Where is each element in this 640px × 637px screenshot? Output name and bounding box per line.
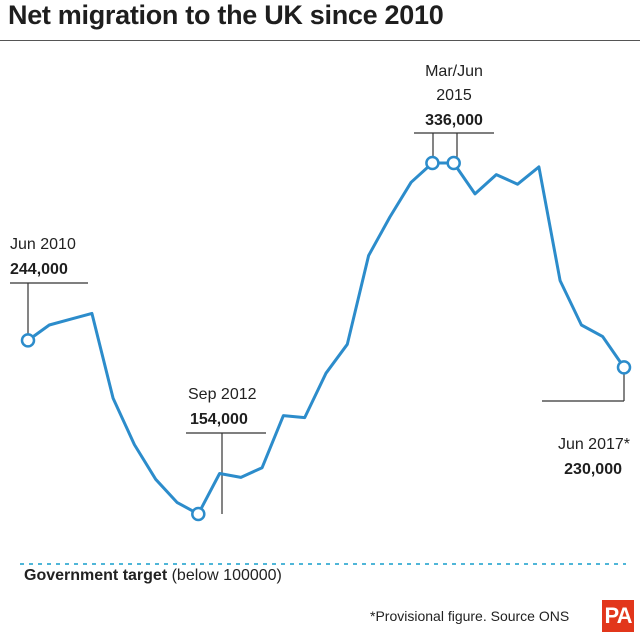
annotation-leaders bbox=[10, 132, 625, 514]
data-point-jun-2017 bbox=[616, 360, 632, 375]
data-point-jun-2015 bbox=[446, 155, 461, 171]
annotation-jun2017-label: Jun 2017* bbox=[558, 436, 630, 453]
annotation-sep2012-value: 154,000 bbox=[190, 411, 248, 428]
annotation-jun2017-value: 230,000 bbox=[564, 461, 622, 478]
government-target-note: (below 100000) bbox=[167, 567, 282, 584]
annotation-mar2015-value: 336,000 bbox=[425, 112, 483, 129]
pa-logo: PA bbox=[602, 600, 634, 632]
net-migration-line bbox=[26, 161, 626, 516]
chart-title: Net migration to the UK since 2010 bbox=[8, 0, 444, 30]
data-point-jun-2010 bbox=[20, 333, 36, 348]
government-target-label: Government target (below 100000) bbox=[24, 567, 282, 585]
annotation-sep2012-label: Sep 2012 bbox=[188, 386, 257, 403]
data-points bbox=[20, 155, 632, 522]
source-note: *Provisional figure. Source ONS bbox=[370, 608, 570, 624]
annotation-mar2015-label-2: 2015 bbox=[436, 87, 472, 104]
government-target-bold: Government target bbox=[24, 567, 168, 584]
title-divider bbox=[0, 40, 640, 41]
data-point-jun-2012 bbox=[191, 506, 206, 522]
data-point-mar-2015 bbox=[425, 155, 440, 171]
annotation-jun2010-label: Jun 2010 bbox=[10, 236, 76, 253]
annotation-mar2015-label-1: Mar/Jun bbox=[425, 63, 483, 80]
annotation-jun2010-value: 244,000 bbox=[10, 261, 68, 278]
